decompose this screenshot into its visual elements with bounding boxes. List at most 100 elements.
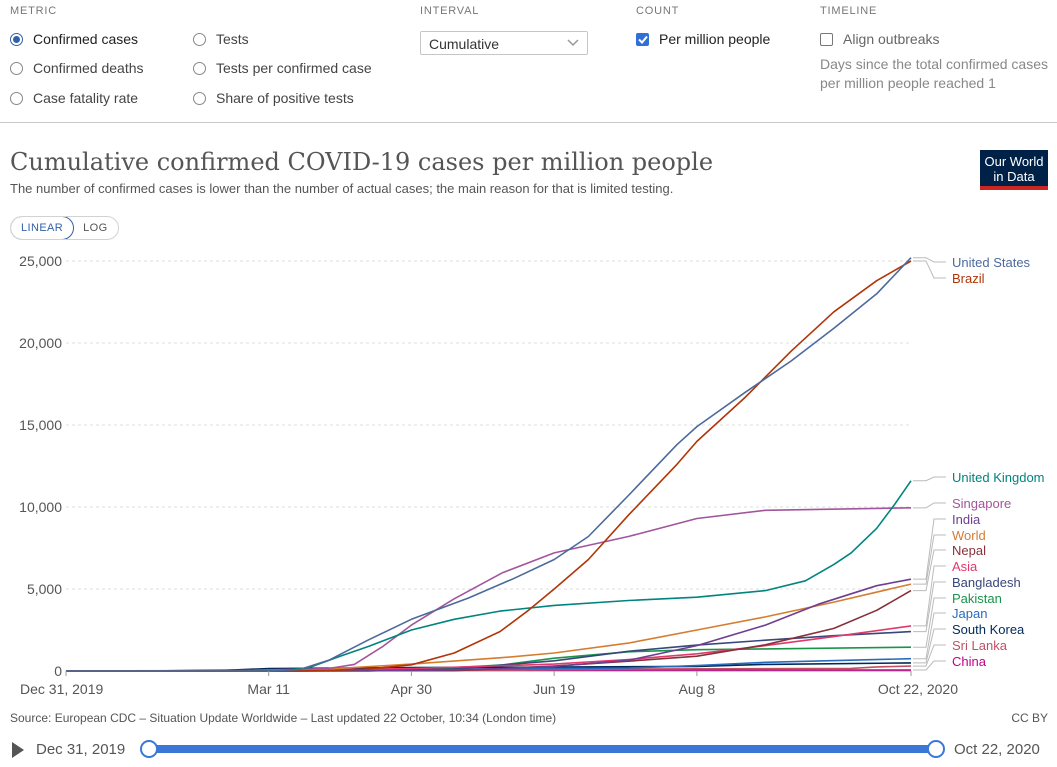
x-tick-label: Aug 8 (679, 681, 716, 697)
series-label: Sri Lanka (952, 638, 1008, 653)
radio-icon (193, 91, 206, 105)
count-heading: COUNT (636, 5, 680, 17)
series-label: Bangladesh (952, 575, 1021, 590)
metric-option-label: Confirmed cases (33, 31, 139, 47)
metric-option-label: Confirmed deaths (33, 60, 144, 76)
gridlines (66, 260, 911, 672)
metric-option-label: Tests per confirmed case (216, 60, 372, 76)
label-leader-line (913, 518, 946, 580)
timeline-heading: TIMELINE (820, 5, 878, 17)
series-line-world (65, 583, 912, 672)
y-tick-label: 20,000 (19, 335, 62, 351)
y-tick-label: 25,000 (19, 253, 62, 269)
play-icon[interactable] (12, 742, 24, 758)
label-leader-line (913, 612, 946, 660)
chart-title: Cumulative confirmed COVID-19 cases per … (10, 148, 714, 176)
interval-heading: INTERVAL (420, 5, 480, 17)
log-scale-button[interactable]: LOG (83, 222, 108, 234)
source-note[interactable]: Source: European CDC – Situation Update … (10, 711, 557, 725)
logo-line-1: Our World (984, 154, 1044, 169)
metric-confirmed-cases-radio[interactable]: Confirmed cases (10, 31, 138, 47)
label-leader-line (913, 628, 946, 664)
label-leader-line (913, 502, 946, 509)
series-line-united-states (66, 257, 912, 672)
series-label: South Korea (952, 622, 1025, 637)
chevron-down-icon (567, 39, 579, 47)
timeline-track[interactable] (149, 745, 936, 753)
align-outbreaks-checkbox[interactable]: Align outbreaks (820, 31, 940, 47)
interval-select[interactable]: Cumulative (420, 31, 588, 55)
timeline-start-handle[interactable] (140, 740, 158, 758)
x-tick-label: Mar 11 (247, 681, 290, 697)
series-label: Pakistan (952, 591, 1002, 606)
checkmark-icon (636, 32, 649, 46)
label-leader-line (913, 549, 946, 592)
chart-subtitle: The number of confirmed cases is lower t… (10, 181, 674, 196)
series-line-united-kingdom (66, 480, 912, 672)
interval-value: Cumulative (429, 36, 500, 52)
owid-logo[interactable]: Our World in Data (980, 150, 1048, 190)
timeline-end-label: Oct 22, 2020 (954, 741, 1040, 758)
metric-tests-per-case-radio[interactable]: Tests per confirmed case (193, 60, 372, 76)
label-leader-line (913, 644, 946, 667)
label-leader-line (913, 257, 946, 263)
timeline-start-label: Dec 31, 2019 (36, 741, 126, 758)
label-leader-line (913, 260, 946, 279)
timeline-slider: Dec 31, 2019 Oct 22, 2020 (0, 735, 1057, 765)
metric-share-positive-radio[interactable]: Share of positive tests (193, 90, 354, 106)
series-label: United Kingdom (952, 470, 1045, 485)
series-label: Nepal (952, 543, 986, 558)
series-label: Japan (952, 606, 987, 621)
metric-option-label: Tests (216, 31, 249, 47)
label-leader-line (913, 581, 946, 633)
series-label: Brazil (952, 271, 985, 286)
label-leader-line (913, 534, 946, 585)
metric-option-label: Case fatality rate (33, 90, 139, 106)
radio-selected-icon (10, 32, 23, 46)
label-leader-line (913, 597, 946, 648)
series-line-india (65, 578, 912, 672)
series-lines (65, 257, 912, 672)
metric-heading: METRIC (10, 5, 57, 17)
metric-confirmed-deaths-radio[interactable]: Confirmed deaths (10, 60, 144, 76)
y-tick-label: 5,000 (27, 581, 62, 597)
radio-icon (10, 91, 23, 105)
align-outbreaks-note: Days since the total confirmed cases per… (820, 56, 1048, 91)
radio-icon (10, 61, 23, 75)
x-tick-label: Oct 22, 2020 (878, 681, 958, 697)
metric-tests-radio[interactable]: Tests (193, 31, 249, 47)
linear-scale-button[interactable]: LINEAR (10, 217, 75, 239)
checkbox-icon (820, 32, 833, 46)
radio-icon (193, 32, 206, 46)
label-leader-line (913, 565, 946, 627)
license-link[interactable]: CC BY (1011, 711, 1048, 725)
scale-toggle: LINEAR LOG (10, 216, 119, 240)
series-line-brazil (66, 260, 912, 672)
series-label: United States (952, 255, 1031, 270)
radio-icon (193, 61, 206, 75)
x-axis-ticks: Dec 31, 2019 Mar 11 Apr 30 Jun 19 Aug 8 Oct 2… (20, 671, 958, 697)
label-leader-line (913, 476, 946, 482)
metric-case-fatality-rate-radio[interactable]: Case fatality rate (10, 90, 138, 106)
x-tick-label: Apr 30 (391, 681, 432, 697)
metric-option-label: Share of positive tests (216, 90, 354, 106)
line-chart: 0 5,000 10,000 15,000 20,000 25,000 Dec 31, 2… (19, 253, 1045, 697)
series-label: China (952, 654, 987, 669)
align-outbreaks-label: Align outbreaks (843, 31, 940, 47)
y-tick-label: 15,000 (19, 417, 62, 433)
series-label: Singapore (952, 496, 1011, 511)
per-million-checkbox[interactable]: Per million people (636, 31, 770, 47)
series-label: World (952, 528, 986, 543)
y-axis-ticks: 0 5,000 10,000 15,000 20,000 25,000 (19, 253, 62, 679)
logo-line-2: in Data (993, 169, 1035, 184)
x-tick-label: Jun 19 (533, 681, 575, 697)
x-tick-label: Dec 31, 2019 (20, 681, 103, 697)
series-label: Asia (952, 559, 978, 574)
y-tick-label: 10,000 (19, 499, 62, 515)
timeline-end-handle[interactable] (927, 740, 945, 758)
series-label: India (952, 512, 981, 527)
label-leader-line (913, 660, 946, 671)
per-million-label: Per million people (659, 31, 771, 47)
controls-panel: METRIC Confirmed cases Confirmed deaths … (0, 0, 1057, 123)
